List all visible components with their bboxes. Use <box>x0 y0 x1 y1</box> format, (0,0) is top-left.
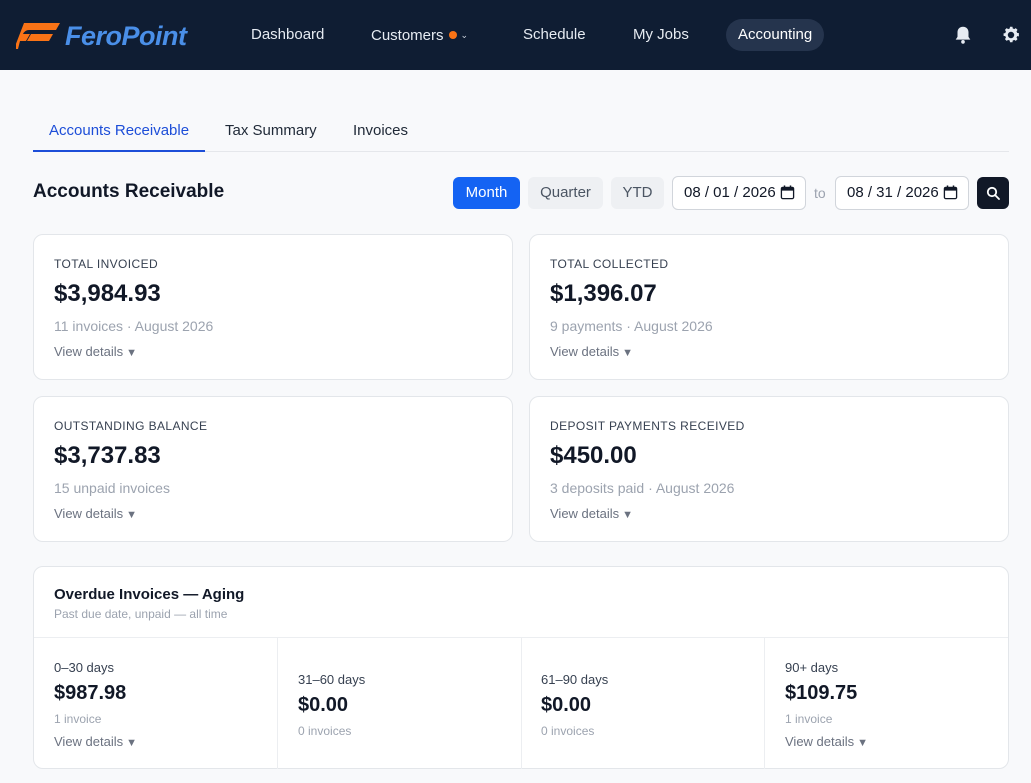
caret-down-icon: ▼ <box>622 347 634 359</box>
bucket-range: 31–60 days <box>298 672 366 687</box>
outstanding-balance-card: Outstanding Balance $3,737.83 15 unpaid … <box>33 396 513 542</box>
to-date-input[interactable]: 08 / 31 / 2026 <box>835 176 969 210</box>
card-value: $3,984.93 <box>54 280 161 307</box>
nav-schedule[interactable]: Schedule <box>511 19 598 51</box>
view-details-link[interactable]: View details ▼ <box>54 344 137 359</box>
bucket-range: 90+ days <box>785 660 839 675</box>
bucket-amount: $109.75 <box>785 682 858 704</box>
card-subtext: 3 deposits paid · August 2026 <box>550 480 735 496</box>
caret-down-icon: ▼ <box>622 509 634 521</box>
nav-label: Schedule <box>523 26 586 43</box>
tab-label: Invoices <box>353 122 409 139</box>
to-date-value: 08 / 31 / 2026 <box>847 184 939 201</box>
tab-accounts-receivable[interactable]: Accounts Receivable <box>33 113 206 152</box>
link-label: View details <box>550 344 620 359</box>
card-label: Outstanding Balance <box>54 419 208 433</box>
bucket-range: 0–30 days <box>54 660 114 675</box>
brand-logo[interactable]: FeroPoint <box>16 18 187 54</box>
tab-label: Tax Summary <box>225 122 317 139</box>
link-label: View details <box>550 506 620 521</box>
card-label: Deposit Payments Received <box>550 419 745 433</box>
card-subtext: 9 payments · August 2026 <box>550 318 713 334</box>
caret-down-icon: ▼ <box>126 509 138 521</box>
tab-tax-summary[interactable]: Tax Summary <box>209 113 333 152</box>
card-value: $1,396.07 <box>550 280 657 307</box>
caret-down-icon: ▼ <box>126 737 138 749</box>
nav-my-jobs[interactable]: My Jobs <box>621 19 701 51</box>
bucket-count: 1 invoice <box>54 712 102 726</box>
card-subtext: 11 invoices · August 2026 <box>54 318 214 334</box>
aging-bucket-90-plus: 90+ days $109.75 1 invoice View details ▼ <box>765 638 1008 769</box>
view-details-link[interactable]: View details ▼ <box>550 506 633 521</box>
link-label: View details <box>54 344 124 359</box>
period-month-button[interactable]: Month <box>453 177 520 209</box>
search-button[interactable] <box>977 177 1009 209</box>
top-nav: FeroPoint Dashboard Customers ⌄ Schedule … <box>0 0 1031 70</box>
card-label: Total Invoiced <box>54 257 159 271</box>
page-title: Accounts Receivable <box>33 181 225 202</box>
bucket-amount: $987.98 <box>54 682 127 704</box>
caret-down-icon: ▼ <box>126 347 138 359</box>
deposit-payments-card: Deposit Payments Received $450.00 3 depo… <box>529 396 1009 542</box>
card-value: $3,737.83 <box>54 442 161 469</box>
brand-mark-icon <box>16 23 60 49</box>
divider <box>34 637 1008 638</box>
from-date-input[interactable]: 08 / 01 / 2026 <box>672 176 806 210</box>
tab-invoices[interactable]: Invoices <box>337 113 424 152</box>
nav-label: Dashboard <box>251 26 325 43</box>
card-label: Total Collected <box>550 257 669 271</box>
nav-customers[interactable]: Customers ⌄ <box>359 19 480 51</box>
nav-label: Accounting <box>738 26 813 43</box>
tab-bar: Accounts Receivable Tax Summary Invoices <box>33 113 1009 152</box>
aging-title: Overdue Invoices — Aging <box>54 586 245 603</box>
bucket-count: 0 invoices <box>541 724 595 738</box>
view-details-link[interactable]: View details ▼ <box>54 734 137 749</box>
search-icon <box>986 186 1000 200</box>
card-subtext: 15 unpaid invoices <box>54 480 170 496</box>
chevron-down-icon: ⌄ <box>460 30 469 40</box>
aging-bucket-61-90: 61–90 days $0.00 0 invoices <box>521 638 765 769</box>
aging-bucket-0-30: 0–30 days $987.98 1 invoice View details… <box>34 638 278 769</box>
tab-label: Accounts Receivable <box>49 122 190 139</box>
calendar-icon[interactable] <box>943 185 958 200</box>
view-details-link[interactable]: View details ▼ <box>54 506 137 521</box>
link-label: View details <box>54 506 124 521</box>
link-label: View details <box>785 734 855 749</box>
calendar-icon[interactable] <box>780 185 795 200</box>
bell-icon[interactable] <box>952 24 974 46</box>
link-label: View details <box>54 734 124 749</box>
nav-label: My Jobs <box>633 26 689 43</box>
from-date-value: 08 / 01 / 2026 <box>684 184 776 201</box>
bucket-amount: $0.00 <box>541 694 592 716</box>
bucket-count: 1 invoice <box>785 712 833 726</box>
view-details-link[interactable]: View details ▼ <box>550 344 633 359</box>
bucket-count: 0 invoices <box>298 724 352 738</box>
total-invoiced-card: Total Invoiced $3,984.93 11 invoices · A… <box>33 234 513 380</box>
brand-name: FeroPoint <box>65 20 187 51</box>
nav-dashboard[interactable]: Dashboard <box>239 19 336 51</box>
period-ytd-button[interactable]: YTD <box>611 177 664 209</box>
overdue-aging-panel: Overdue Invoices — Aging Past due date, … <box>33 566 1009 769</box>
aging-subtitle: Past due date, unpaid — all time <box>54 607 228 621</box>
bucket-amount: $0.00 <box>298 694 349 716</box>
aging-bucket-31-60: 31–60 days $0.00 0 invoices <box>278 638 522 769</box>
period-quarter-button[interactable]: Quarter <box>528 177 603 209</box>
nav-accounting[interactable]: Accounting <box>726 19 825 51</box>
card-value: $450.00 <box>550 442 637 469</box>
nav-label: Customers <box>371 27 444 44</box>
caret-down-icon: ▼ <box>857 737 869 749</box>
bucket-range: 61–90 days <box>541 672 609 687</box>
date-range-to-label: to <box>814 185 826 201</box>
gear-icon[interactable] <box>1000 24 1022 46</box>
notification-dot <box>448 31 457 39</box>
view-details-link[interactable]: View details ▼ <box>785 734 868 749</box>
total-collected-card: Total Collected $1,396.07 9 payments · A… <box>529 234 1009 380</box>
